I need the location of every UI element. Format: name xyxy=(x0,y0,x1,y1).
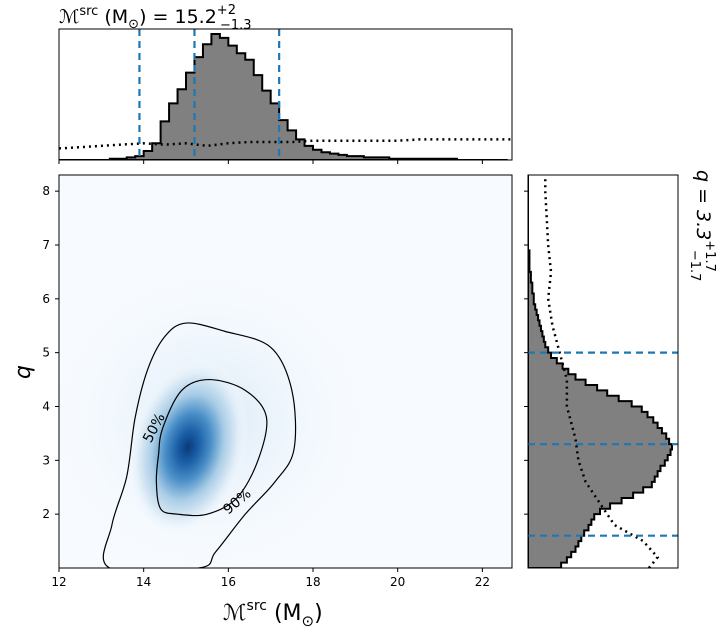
y-marginal-title: q = 3.3+1.7−1.7 xyxy=(687,170,717,281)
y-marginal-panel: q = 3.3+1.7−1.7 xyxy=(524,170,717,569)
joint-y-ticks: 2 3 4 5 6 7 8 xyxy=(42,184,59,521)
x-marginal-title-value: ) = 15.2 xyxy=(139,6,217,28)
x-tick-label-4: 20 xyxy=(390,575,405,589)
y-marginal-ticks xyxy=(524,190,528,515)
y-marginal-title-lower: −1.7 xyxy=(687,250,702,282)
y-axis-title: q xyxy=(11,365,36,379)
x-marginal-panel: ℳsrc (M⊙) = 15.2+2 −1.3 xyxy=(58,3,513,164)
y-tick-label-0: 2 xyxy=(42,507,50,521)
x-marginal-title: ℳsrc (M⊙) = 15.2+2 −1.3 xyxy=(59,3,252,33)
x-marginal-quantile-lines xyxy=(138,29,281,160)
y-tick-label-2: 4 xyxy=(42,399,50,413)
density-core xyxy=(127,358,249,536)
x-tick-label-5: 22 xyxy=(475,575,490,589)
x-tick-label-3: 18 xyxy=(305,575,320,589)
joint-panel: 50% 90% 12 14 16 18 20 22 2 3 4 5 6 7 8 ℳsrc (M⊙) q xyxy=(11,174,513,630)
joint-frame xyxy=(58,174,513,569)
x-axis-title-symbol: ℳ xyxy=(223,601,247,626)
x-tick-label-1: 14 xyxy=(136,575,151,589)
contour-90 xyxy=(102,322,297,568)
y-tick-label-3: 5 xyxy=(42,346,50,360)
x-tick-label-2: 16 xyxy=(221,575,236,589)
density-heatmap: 50% 90% xyxy=(59,255,385,568)
x-marginal-title-symbol: ℳ xyxy=(59,6,79,28)
x-axis-title-sup: src xyxy=(247,598,267,614)
y-tick-label-5: 7 xyxy=(42,238,50,252)
x-marginal-title-sup: src xyxy=(79,4,98,19)
y-marginal-frame xyxy=(527,174,679,569)
y-marginal-prior-line xyxy=(544,175,660,568)
contour-50 xyxy=(155,378,268,517)
x-axis-title-unit: (M xyxy=(267,601,302,626)
x-axis-title-close: ) xyxy=(314,601,323,626)
x-marginal-histogram xyxy=(59,33,508,160)
x-marginal-frame xyxy=(58,28,513,161)
x-marginal-title-upper: +2 xyxy=(217,3,236,18)
y-marginal-quantile-lines xyxy=(528,351,678,537)
y-marginal-title-value: q = 3.3 xyxy=(692,170,714,240)
y-tick-label-6: 8 xyxy=(42,184,50,198)
y-marginal-title-upper: +1.7 xyxy=(702,240,717,272)
x-axis-title-sun: ⊙ xyxy=(302,612,315,630)
x-marginal-title-lower: −1.3 xyxy=(220,18,252,33)
y-tick-label-4: 6 xyxy=(42,292,50,306)
x-marginal-title-mid: (M xyxy=(98,6,128,28)
joint-x-ticks: 12 14 16 18 20 22 xyxy=(51,568,490,589)
x-tick-label-0: 12 xyxy=(51,575,66,589)
x-marginal-title-sun: ⊙ xyxy=(128,17,139,32)
y-marginal-histogram xyxy=(528,175,673,568)
y-tick-label-1: 3 xyxy=(42,453,50,467)
x-axis-title: ℳsrc (M⊙) xyxy=(223,598,323,630)
x-marginal-ticks xyxy=(58,160,483,164)
